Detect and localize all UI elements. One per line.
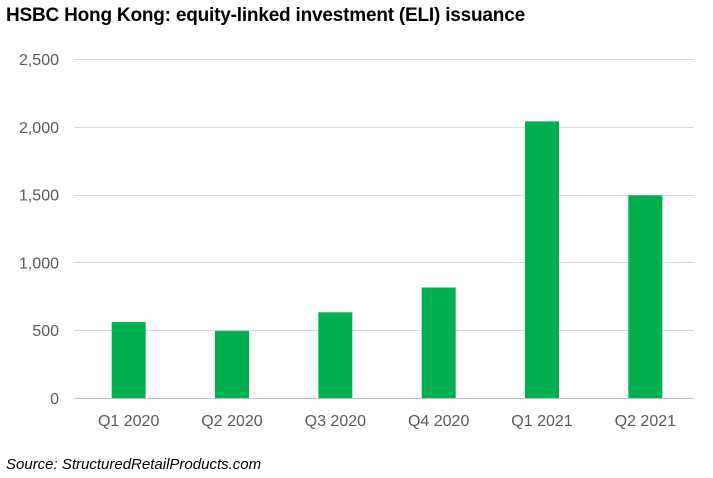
x-tick-label: Q2 2021 — [615, 413, 676, 430]
bar — [215, 330, 249, 398]
bar — [421, 287, 456, 398]
source-note: Source: StructuredRetailProducts.com — [6, 456, 262, 473]
y-tick-label: 2,500 — [19, 52, 59, 69]
bar — [525, 121, 559, 398]
bar — [111, 322, 146, 398]
x-tick-label: Q3 2020 — [305, 413, 366, 430]
bars — [111, 121, 663, 398]
bar — [318, 312, 353, 398]
y-tick-label: 1,500 — [19, 188, 59, 205]
y-tick-label: 1,000 — [19, 255, 59, 272]
x-axis-ticks: Q1 2020 Q2 2020 Q3 2020 Q4 2020 Q1 2021 Q2 20… — [98, 413, 676, 430]
y-tick-label: 0 — [50, 391, 59, 408]
y-tick-label: 2,000 — [19, 120, 59, 137]
y-tick-label: 500 — [32, 323, 59, 340]
x-tick-label: Q1 2021 — [511, 413, 572, 430]
x-tick-label: Q4 2020 — [408, 413, 469, 430]
y-axis-ticks: 0 500 1,000 1,500 2,000 2,500 — [19, 52, 59, 408]
gridlines — [74, 59, 694, 399]
chart-title: HSBC Hong Kong: equity-linked investment… — [6, 5, 525, 26]
bar — [628, 195, 663, 398]
x-tick-label: Q1 2020 — [98, 413, 159, 430]
x-tick-label: Q2 2020 — [201, 413, 262, 430]
